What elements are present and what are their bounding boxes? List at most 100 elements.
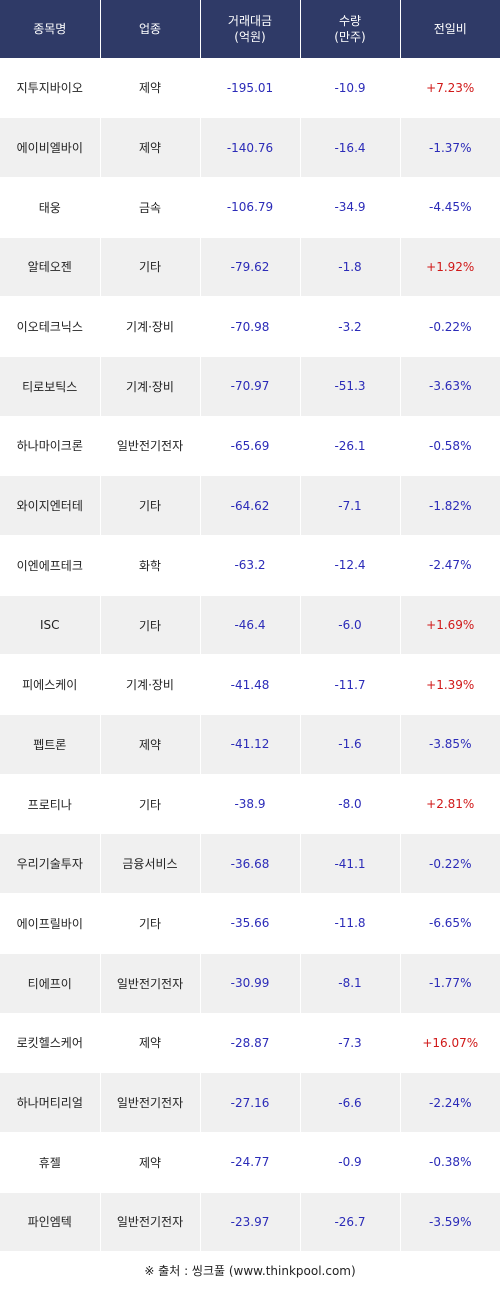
sector-cell: 일반전기전자: [100, 1192, 201, 1253]
header-amount: 거래대금 (억원): [200, 0, 301, 58]
stock-name-cell: 우리기술투자: [0, 833, 101, 895]
stock-name-cell: 티에프이: [0, 953, 101, 1014]
table-row: 티에프이 일반전기전자 -30.99 -8.1 -1.77%: [0, 953, 500, 1014]
header-change: 전일비: [400, 0, 500, 58]
sector-cell: 기타: [100, 475, 201, 536]
amount-cell: -27.16: [200, 1072, 301, 1133]
table-row: 휴젤 제약 -24.77 -0.9 -0.38%: [0, 1132, 500, 1193]
sector-cell: 제약: [100, 58, 201, 119]
table-row: 펩트론 제약 -41.12 -1.6 -3.85%: [0, 714, 500, 775]
sector-cell: 제약: [100, 714, 201, 775]
stock-name-cell: 로킷헬스케어: [0, 1013, 101, 1074]
sector-cell: 제약: [100, 117, 201, 178]
change-cell: -0.58%: [400, 416, 500, 477]
amount-cell: -70.98: [200, 296, 301, 357]
header-volume-unit: (만주): [334, 30, 366, 44]
change-cell: -1.77%: [400, 953, 500, 1014]
change-cell: -4.45%: [400, 177, 500, 238]
volume-cell: -12.4: [300, 535, 401, 596]
change-cell: -3.85%: [400, 714, 500, 775]
amount-cell: -140.76: [200, 117, 301, 178]
change-cell: +1.39%: [400, 654, 500, 716]
volume-cell: -11.8: [300, 893, 401, 954]
amount-cell: -65.69: [200, 416, 301, 477]
volume-cell: -51.3: [300, 356, 401, 417]
change-cell: -1.82%: [400, 475, 500, 536]
sector-cell: 일반전기전자: [100, 1072, 201, 1133]
header-amount-unit: (억원): [234, 30, 266, 44]
table-row: 지투지바이오 제약 -195.01 -10.9 +7.23%: [0, 58, 500, 119]
stock-name-cell: 파인엠텍: [0, 1192, 101, 1253]
sector-cell: 기계·장비: [100, 356, 201, 417]
stock-name-cell: 에이프릴바이: [0, 893, 101, 954]
amount-cell: -70.97: [200, 356, 301, 417]
change-cell: +2.81%: [400, 774, 500, 835]
sector-cell: 기계·장비: [100, 654, 201, 716]
amount-cell: -24.77: [200, 1132, 301, 1193]
header-volume-label: 수량: [338, 14, 362, 28]
source-caption: ※ 출처 : 씽크풀 (www.thinkpool.com): [144, 1264, 356, 1278]
change-cell: +16.07%: [400, 1013, 500, 1074]
amount-cell: -64.62: [200, 475, 301, 536]
amount-cell: -23.97: [200, 1192, 301, 1253]
amount-cell: -46.4: [200, 595, 301, 656]
sector-cell: 금속: [100, 177, 201, 238]
volume-cell: -6.6: [300, 1072, 401, 1133]
stock-name-cell: 하나머티리얼: [0, 1072, 101, 1133]
volume-cell: -1.6: [300, 714, 401, 775]
table-row: 로킷헬스케어 제약 -28.87 -7.3 +16.07%: [0, 1013, 500, 1074]
volume-cell: -16.4: [300, 117, 401, 178]
amount-cell: -63.2: [200, 535, 301, 596]
stock-name-cell: 에이비엘바이: [0, 117, 101, 178]
volume-cell: -34.9: [300, 177, 401, 238]
stock-name-cell: 알테오젠: [0, 237, 101, 298]
table-row: 에이비엘바이 제약 -140.76 -16.4 -1.37%: [0, 117, 500, 178]
amount-cell: -106.79: [200, 177, 301, 238]
table-row: 와이지엔터테 기타 -64.62 -7.1 -1.82%: [0, 475, 500, 536]
table-row: 태웅 금속 -106.79 -34.9 -4.45%: [0, 177, 500, 238]
table-header-row: 종목명 업종 거래대금 (억원) 수량 (만주) 전일비: [0, 0, 500, 58]
volume-cell: -26.7: [300, 1192, 401, 1253]
change-cell: -0.22%: [400, 296, 500, 357]
sector-cell: 기타: [100, 595, 201, 656]
sector-cell: 일반전기전자: [100, 953, 201, 1014]
stock-name-cell: 펩트론: [0, 714, 101, 775]
volume-cell: -11.7: [300, 654, 401, 716]
sector-cell: 기타: [100, 774, 201, 835]
table-row: 에이프릴바이 기타 -35.66 -11.8 -6.65%: [0, 893, 500, 954]
sector-cell: 기타: [100, 893, 201, 954]
volume-cell: -10.9: [300, 58, 401, 119]
sector-cell: 기타: [100, 237, 201, 298]
volume-cell: -8.0: [300, 774, 401, 835]
table-row: 이오테크닉스 기계·장비 -70.98 -3.2 -0.22%: [0, 296, 500, 357]
sector-cell: 화학: [100, 535, 201, 596]
volume-cell: -0.9: [300, 1132, 401, 1193]
table-row: 피에스케이 기계·장비 -41.48 -11.7 +1.39%: [0, 654, 500, 716]
stock-name-cell: 태웅: [0, 177, 101, 238]
change-cell: -0.22%: [400, 833, 500, 895]
table-row: 알테오젠 기타 -79.62 -1.8 +1.92%: [0, 237, 500, 298]
table-body: 지투지바이오 제약 -195.01 -10.9 +7.23% 에이비엘바이 제약 -140.7…: [0, 58, 500, 1253]
volume-cell: -6.0: [300, 595, 401, 656]
sector-cell: 제약: [100, 1013, 201, 1074]
stock-name-cell: 하나마이크론: [0, 416, 101, 477]
table-row: 하나마이크론 일반전기전자 -65.69 -26.1 -0.58%: [0, 416, 500, 477]
amount-cell: -35.66: [200, 893, 301, 954]
volume-cell: -7.3: [300, 1013, 401, 1074]
sector-cell: 제약: [100, 1132, 201, 1193]
stock-name-cell: 와이지엔터테: [0, 475, 101, 536]
header-volume: 수량 (만주): [300, 0, 401, 58]
change-cell: -0.38%: [400, 1132, 500, 1193]
volume-cell: -41.1: [300, 833, 401, 895]
change-cell: -2.47%: [400, 535, 500, 596]
stock-name-cell: 이오테크닉스: [0, 296, 101, 357]
change-cell: -3.63%: [400, 356, 500, 417]
header-sector: 업종: [100, 0, 201, 58]
sector-cell: 일반전기전자: [100, 416, 201, 477]
table-row: ISC 기타 -46.4 -6.0 +1.69%: [0, 595, 500, 656]
amount-cell: -36.68: [200, 833, 301, 895]
table-row: 티로보틱스 기계·장비 -70.97 -51.3 -3.63%: [0, 356, 500, 417]
amount-cell: -38.9: [200, 774, 301, 835]
stock-table: 종목명 업종 거래대금 (억원) 수량 (만주) 전일비 지투지바이오 제약 -19…: [0, 0, 500, 1253]
volume-cell: -7.1: [300, 475, 401, 536]
